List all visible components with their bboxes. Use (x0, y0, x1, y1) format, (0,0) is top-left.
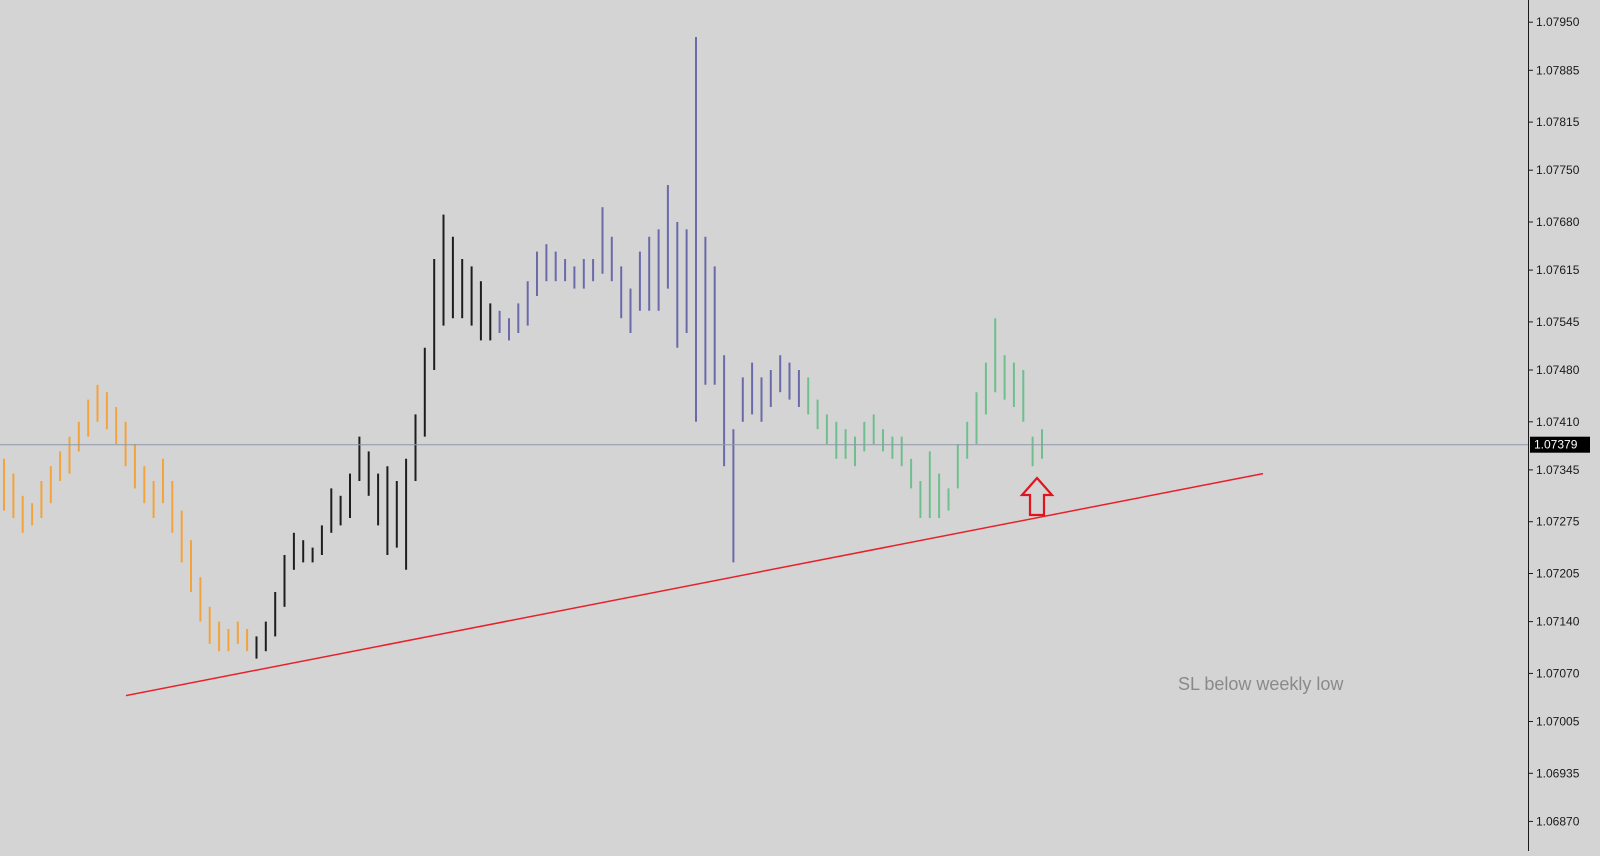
axis-tick-label: 1.07950 (1536, 15, 1580, 29)
axis-tick-label: 1.07545 (1536, 315, 1580, 329)
support-trendline[interactable] (125, 472, 1264, 697)
axis-tick-label: 1.06870 (1536, 814, 1580, 828)
axis-tick-label: 1.07410 (1536, 415, 1580, 429)
up-arrow-icon (1019, 476, 1055, 517)
annotation-text: SL below weekly low (1178, 674, 1344, 694)
price-axis[interactable]: 1.07950 1.07885 1.07815 1.07750 1.07680 1.076… (1528, 15, 1580, 828)
axis-tick-label: 1.07140 (1536, 615, 1580, 629)
axis-tick-label: 1.07815 (1536, 115, 1580, 129)
axis-tick-label: 1.07205 (1536, 567, 1580, 581)
axis-tick-label: 1.07275 (1536, 515, 1580, 529)
axis-tick-label: 1.07680 (1536, 215, 1580, 229)
current-price-label: 1.07379 (1530, 436, 1590, 453)
current-price-badge (1530, 436, 1590, 453)
axis-tick-label: 1.07750 (1536, 163, 1580, 177)
axis-tick-label: 1.07005 (1536, 715, 1580, 729)
axis-tick-label: 1.07345 (1536, 463, 1580, 477)
axis-tick-label: 1.07615 (1536, 263, 1580, 277)
axis-tick-label: 1.06935 (1536, 766, 1580, 780)
axis-tick-label: 1.07480 (1536, 363, 1580, 377)
current-price-value: 1.07379 (1534, 438, 1578, 452)
axis-tick-label: 1.07885 (1536, 63, 1580, 77)
price-bars (3, 37, 1043, 659)
axis-tick-label: 1.07070 (1536, 666, 1580, 680)
